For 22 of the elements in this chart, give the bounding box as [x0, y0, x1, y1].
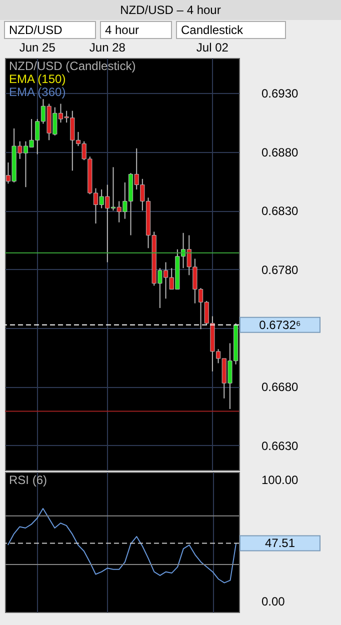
annotation: EMA (150)	[9, 72, 66, 86]
y-tick-label: 0.6930	[262, 86, 299, 101]
y-tick-label: 0.6880	[262, 145, 299, 160]
chart-title: NZD/USD (Candlestick)	[9, 59, 136, 73]
line-series	[7, 508, 237, 584]
y-tick-label: 0.6780	[262, 262, 299, 277]
x-tick-label: Jun 25	[19, 40, 56, 54]
x-tick-label: Jun 28	[89, 40, 126, 54]
y-tick-label: 0.6630	[262, 438, 299, 453]
annotation: EMA (360)	[9, 85, 66, 99]
ref-line-label: 0.6732⁶	[259, 318, 301, 332]
chart-title: RSI (6)	[9, 473, 48, 487]
text: 4 hour	[100, 21, 172, 39]
text: NZD/USD – 4 hour	[0, 0, 341, 20]
ref-line-label: 47.51	[264, 536, 296, 550]
y-tick-label: 0.00	[262, 594, 286, 609]
text: NZD/USD	[4, 21, 96, 39]
text: Candlestick	[176, 21, 286, 39]
y-tick-label: 0.6830	[262, 204, 299, 218]
y-tick-label: 100.00	[262, 472, 299, 487]
y-tick-label: 0.6680	[262, 380, 299, 394]
x-tick-label: Jul 02	[196, 40, 229, 54]
